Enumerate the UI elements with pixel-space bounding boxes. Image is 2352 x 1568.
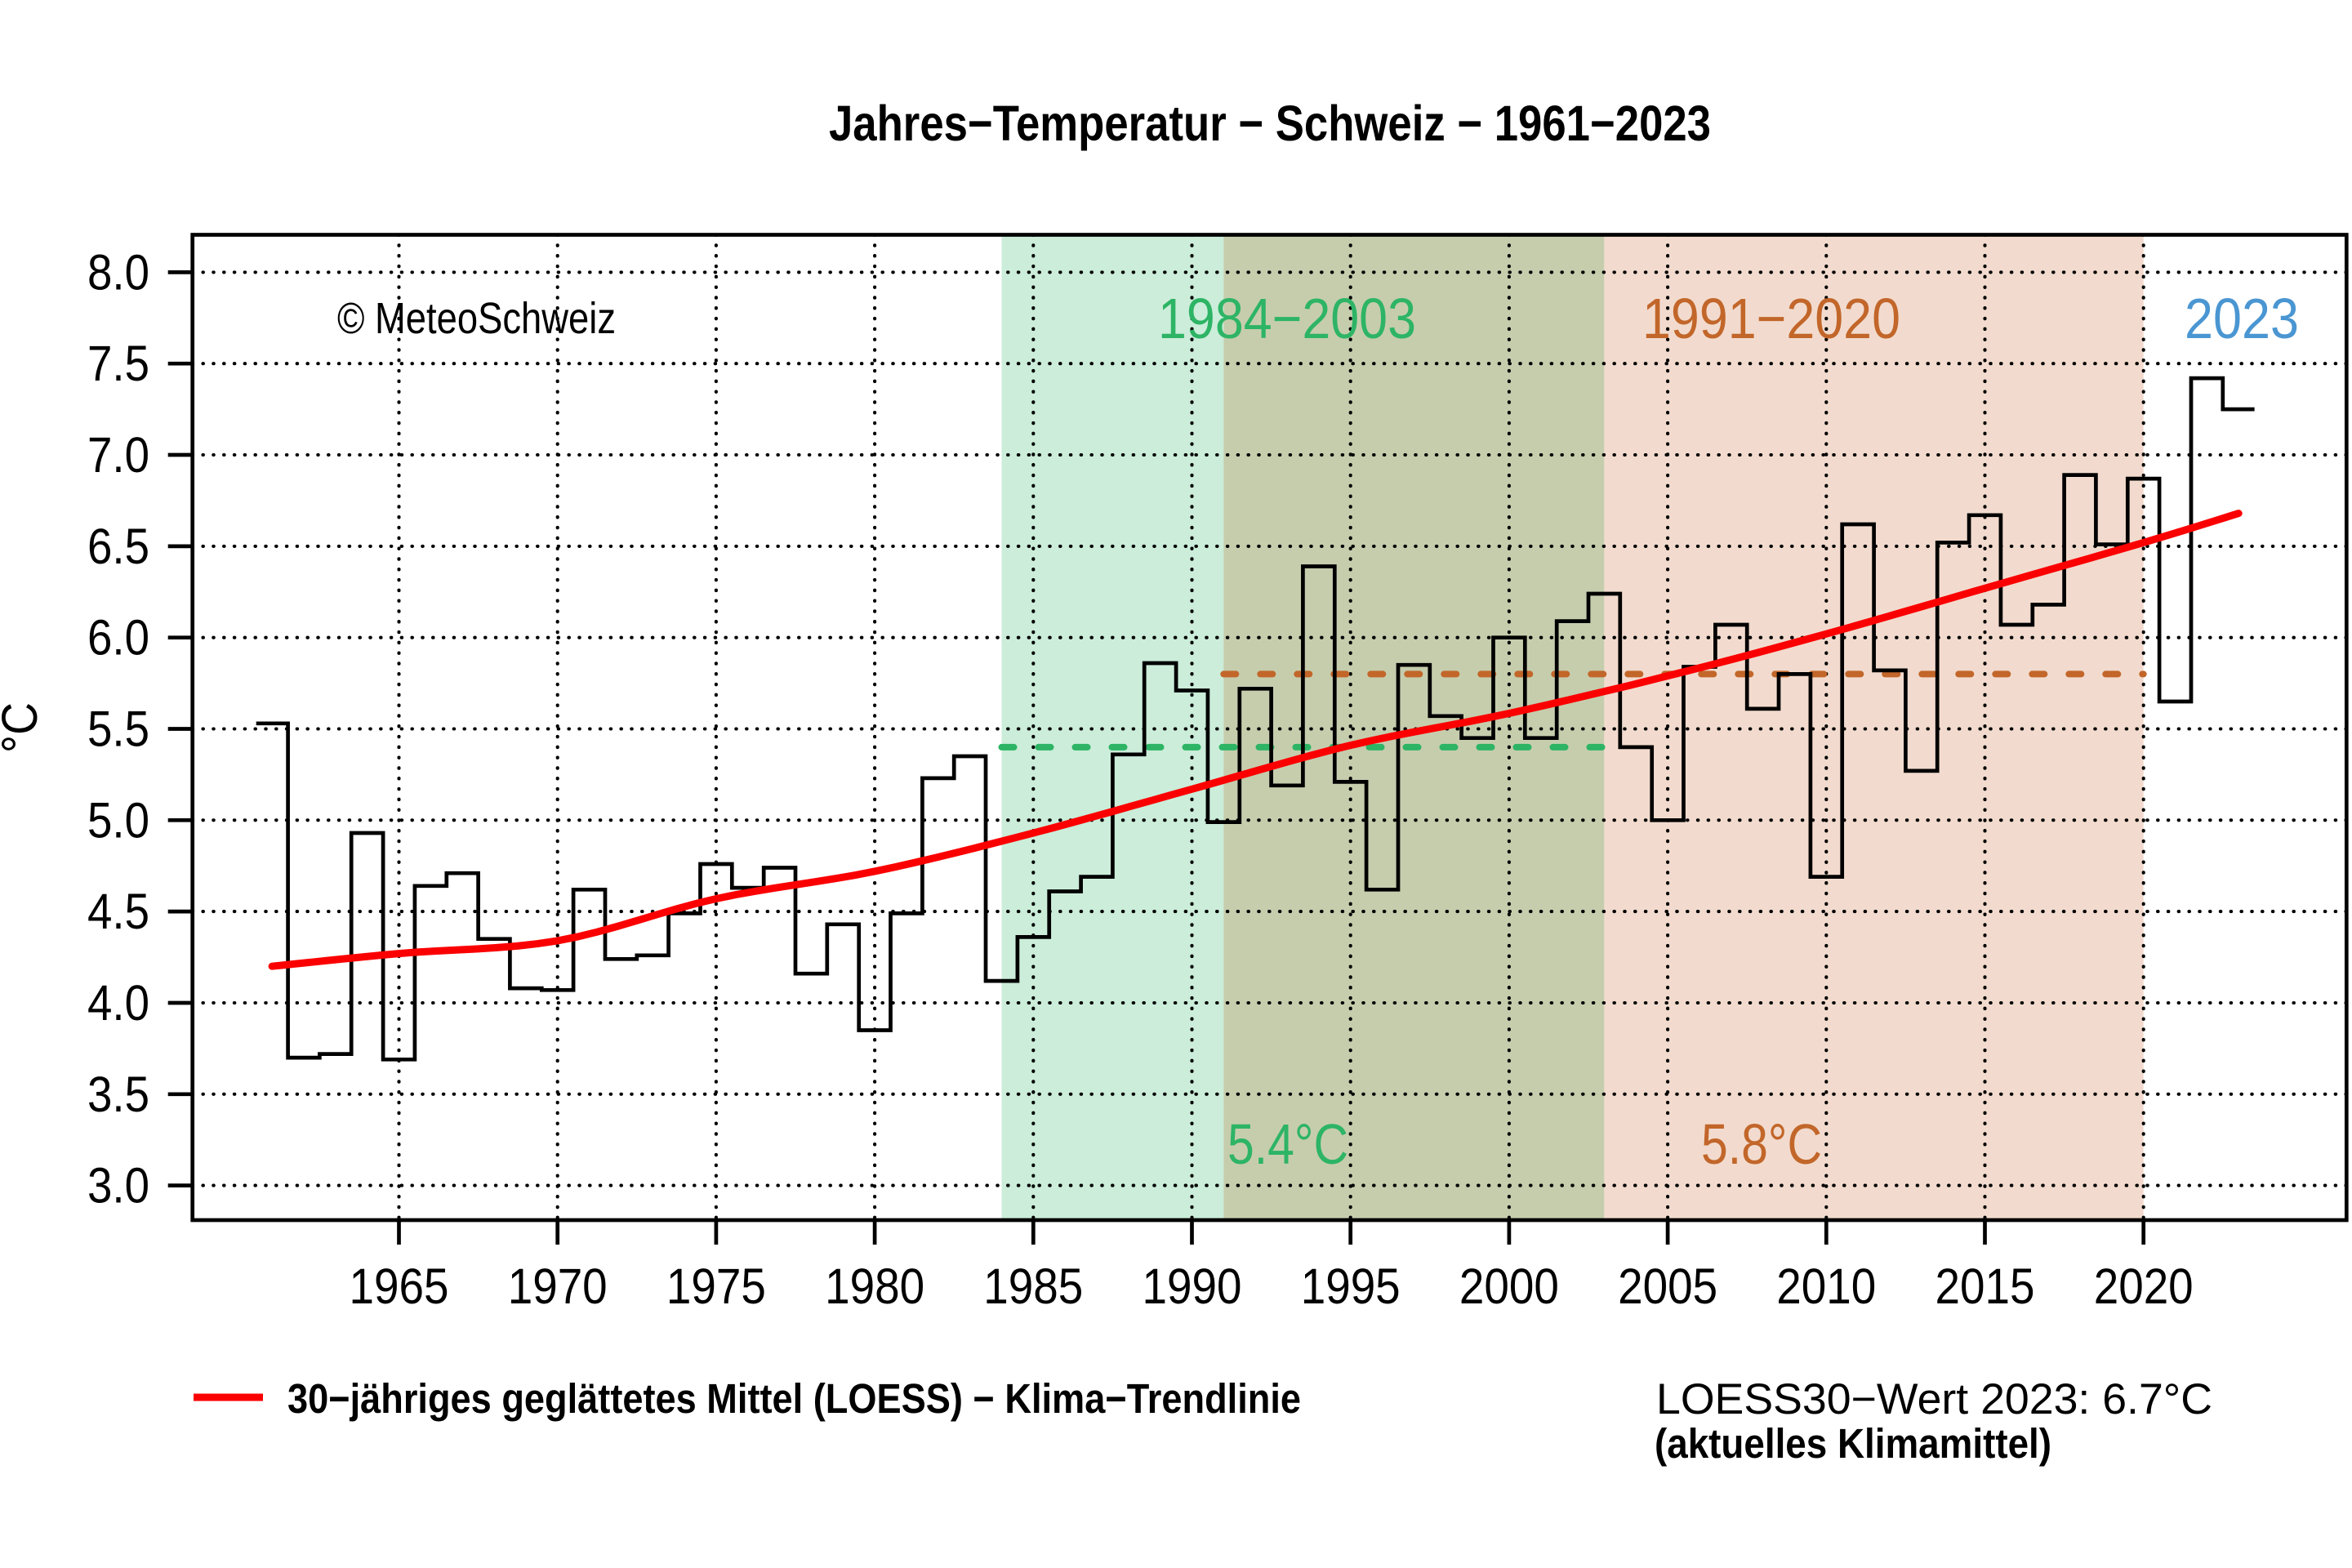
svg-text:1980: 1980 xyxy=(825,1258,924,1314)
svg-text:1970: 1970 xyxy=(508,1258,608,1314)
svg-text:2000: 2000 xyxy=(1459,1258,1559,1314)
svg-text:6.5: 6.5 xyxy=(87,519,149,574)
svg-text:2010: 2010 xyxy=(1776,1258,1876,1314)
svg-text:5.5: 5.5 xyxy=(87,702,149,757)
svg-text:4.5: 4.5 xyxy=(87,884,149,939)
svg-text:1995: 1995 xyxy=(1301,1258,1401,1314)
svg-text:5.8°C: 5.8°C xyxy=(1701,1112,1822,1176)
svg-text:1985: 1985 xyxy=(983,1258,1083,1314)
svg-text:4.0: 4.0 xyxy=(87,975,149,1031)
svg-text:2023: 2023 xyxy=(2185,287,2299,350)
svg-text:2005: 2005 xyxy=(1618,1258,1717,1314)
svg-text:6.0: 6.0 xyxy=(87,610,149,666)
svg-text:°C: °C xyxy=(0,702,47,753)
svg-text:1984−2003: 1984−2003 xyxy=(1158,287,1416,350)
svg-text:2015: 2015 xyxy=(1936,1258,2035,1314)
svg-text:5.0: 5.0 xyxy=(87,792,149,848)
svg-text:8.0: 8.0 xyxy=(87,244,149,300)
svg-text:1975: 1975 xyxy=(666,1258,766,1314)
svg-text:2020: 2020 xyxy=(2094,1258,2194,1314)
svg-text:Jahres−Temperatur − Schweiz −: Jahres−Temperatur − Schweiz − 1961−2023 xyxy=(829,96,1711,151)
svg-text:1990: 1990 xyxy=(1143,1258,1242,1314)
svg-text:1991−2020: 1991−2020 xyxy=(1642,287,1900,350)
svg-text:(aktuelles Klimamittel): (aktuelles Klimamittel) xyxy=(1655,1420,2051,1467)
svg-text:7.5: 7.5 xyxy=(87,336,149,391)
svg-text:3.5: 3.5 xyxy=(87,1067,149,1122)
svg-text:5.4°C: 5.4°C xyxy=(1227,1112,1348,1176)
svg-text:LOESS30−Wert 2023: 6.7°C: LOESS30−Wert 2023: 6.7°C xyxy=(1656,1375,2212,1423)
svg-text:3.0: 3.0 xyxy=(87,1158,149,1214)
svg-text:30−jähriges geglättetes Mittel: 30−jähriges geglättetes Mittel (LOESS) −… xyxy=(287,1375,1301,1422)
svg-text:1965: 1965 xyxy=(350,1258,449,1314)
svg-text:© MeteoSchweiz: © MeteoSchweiz xyxy=(337,294,616,343)
svg-text:7.0: 7.0 xyxy=(87,427,149,483)
